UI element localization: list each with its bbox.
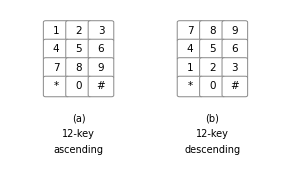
Text: #: # — [230, 81, 239, 92]
Text: (a): (a) — [72, 113, 85, 123]
FancyBboxPatch shape — [177, 58, 203, 78]
Text: 6: 6 — [232, 44, 238, 55]
Text: 4: 4 — [187, 44, 193, 55]
Text: 0: 0 — [75, 81, 82, 92]
Text: 9: 9 — [232, 26, 238, 36]
Text: ascending: ascending — [54, 145, 104, 155]
FancyBboxPatch shape — [43, 39, 69, 60]
Text: (b): (b) — [205, 113, 219, 123]
Text: 3: 3 — [98, 26, 104, 36]
FancyBboxPatch shape — [200, 39, 225, 60]
FancyBboxPatch shape — [200, 76, 225, 97]
Text: 1: 1 — [53, 26, 59, 36]
Text: #: # — [97, 81, 105, 92]
FancyBboxPatch shape — [222, 76, 248, 97]
Text: 2: 2 — [75, 26, 82, 36]
Text: *: * — [54, 81, 59, 92]
FancyBboxPatch shape — [88, 76, 114, 97]
Text: 3: 3 — [232, 63, 238, 73]
Text: 8: 8 — [75, 63, 82, 73]
FancyBboxPatch shape — [88, 21, 114, 41]
FancyBboxPatch shape — [66, 58, 91, 78]
Text: 12-key: 12-key — [196, 129, 229, 139]
Text: 7: 7 — [53, 63, 59, 73]
FancyBboxPatch shape — [222, 39, 248, 60]
FancyBboxPatch shape — [66, 39, 91, 60]
Text: 7: 7 — [187, 26, 193, 36]
FancyBboxPatch shape — [222, 21, 248, 41]
FancyBboxPatch shape — [200, 21, 225, 41]
FancyBboxPatch shape — [88, 39, 114, 60]
FancyBboxPatch shape — [200, 58, 225, 78]
Text: 4: 4 — [53, 44, 59, 55]
FancyBboxPatch shape — [177, 76, 203, 97]
Text: 6: 6 — [98, 44, 104, 55]
FancyBboxPatch shape — [66, 21, 91, 41]
FancyBboxPatch shape — [222, 58, 248, 78]
Text: 12-key: 12-key — [62, 129, 95, 139]
FancyBboxPatch shape — [177, 39, 203, 60]
Text: descending: descending — [184, 145, 240, 155]
Text: 5: 5 — [209, 44, 216, 55]
Text: 1: 1 — [187, 63, 193, 73]
Text: 5: 5 — [75, 44, 82, 55]
FancyBboxPatch shape — [43, 21, 69, 41]
FancyBboxPatch shape — [177, 21, 203, 41]
Text: 2: 2 — [209, 63, 216, 73]
Text: *: * — [187, 81, 193, 92]
FancyBboxPatch shape — [43, 76, 69, 97]
FancyBboxPatch shape — [66, 76, 91, 97]
FancyBboxPatch shape — [43, 58, 69, 78]
FancyBboxPatch shape — [88, 58, 114, 78]
Text: 8: 8 — [209, 26, 216, 36]
Text: 0: 0 — [209, 81, 216, 92]
Text: 9: 9 — [98, 63, 104, 73]
